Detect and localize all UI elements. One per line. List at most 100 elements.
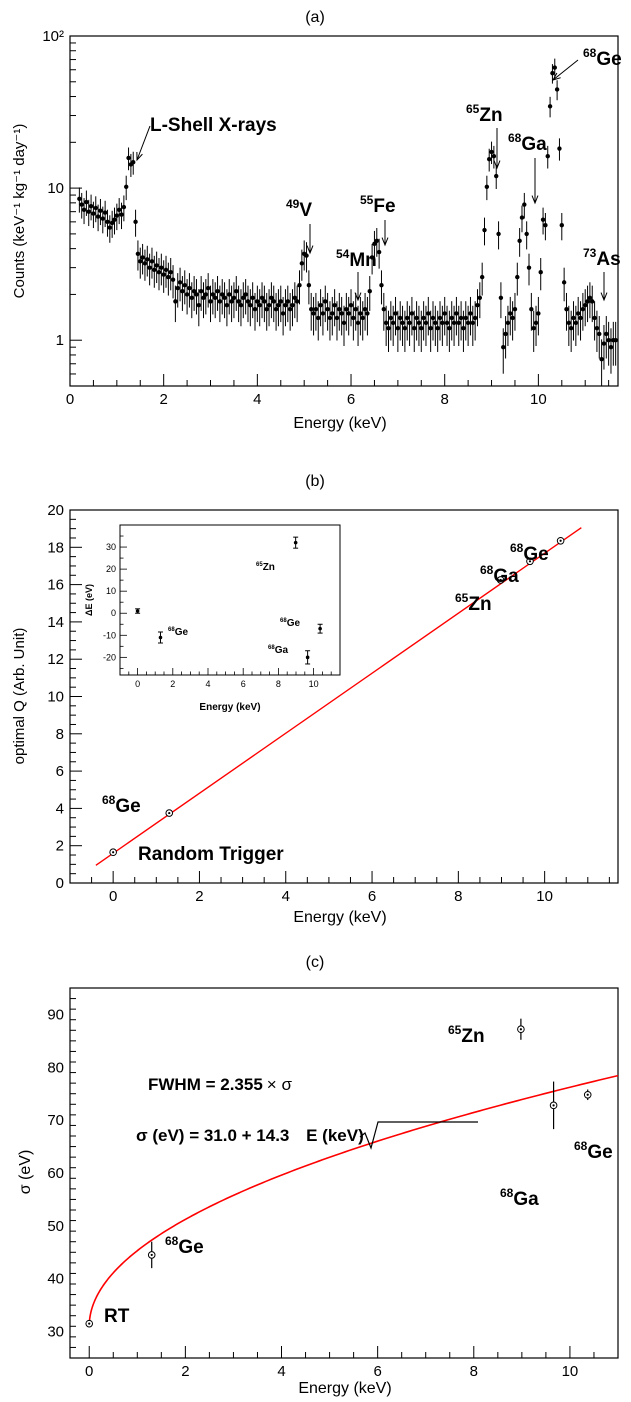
data-point <box>119 212 124 217</box>
inset-frame <box>119 524 341 676</box>
data-point <box>536 311 541 316</box>
inset-data-point <box>305 655 310 660</box>
data-point <box>355 320 361 326</box>
data-point <box>229 299 234 304</box>
inset-marks <box>135 536 323 665</box>
data-point <box>182 282 187 288</box>
data-point <box>465 320 471 326</box>
data-point <box>414 315 419 321</box>
data-point <box>550 70 555 76</box>
data-point <box>592 315 597 321</box>
data-point <box>557 146 562 151</box>
data-point <box>479 274 485 280</box>
data-point <box>91 211 96 216</box>
data-point-center <box>519 1028 522 1031</box>
data-point <box>217 299 223 304</box>
point-label: 65Zn <box>455 591 492 615</box>
data-point <box>564 306 569 312</box>
data-point <box>381 306 387 312</box>
data-point <box>358 311 363 316</box>
peak-label: 73As <box>583 246 621 270</box>
data-point <box>112 217 117 222</box>
data-point <box>201 295 206 301</box>
peak-label-isotope-number: 49 <box>286 197 300 211</box>
data-point <box>351 315 356 321</box>
peak-label-isotope-number: 73 <box>583 246 597 260</box>
data-point <box>398 315 403 321</box>
data-point <box>458 315 464 321</box>
data-point <box>484 184 490 189</box>
inset-x-tick-label: 0 <box>135 679 140 689</box>
data-point <box>124 184 129 189</box>
data-point <box>215 289 220 294</box>
panel-c-ylabel: σ (eV) <box>17 1150 34 1195</box>
peak-label: 68Ge <box>583 46 622 70</box>
data-point <box>98 208 103 213</box>
y-tick-label: 30 <box>47 1324 64 1341</box>
data-point <box>435 325 440 331</box>
panel-a-ylabel: Counts (keV⁻¹ kg⁻¹ day⁻¹) <box>11 124 28 299</box>
data-point <box>475 302 480 308</box>
inset-y-tick-label: 10 <box>106 586 116 596</box>
data-point <box>538 269 543 275</box>
data-point <box>325 306 330 312</box>
data-point <box>332 302 337 308</box>
data-point <box>524 231 529 237</box>
x-tick-label: 6 <box>368 888 376 905</box>
formula-sigma: σ (eV) = 31.0 + 14.3 E (keV) <box>136 1126 364 1145</box>
data-point <box>554 87 560 92</box>
inset-x-tick-label: 10 <box>309 679 319 689</box>
data-point <box>203 292 209 297</box>
x-tick-label: 4 <box>253 391 261 408</box>
data-point <box>248 302 253 308</box>
data-point <box>540 217 546 222</box>
data-point <box>102 210 108 215</box>
data-point <box>376 249 382 255</box>
data-point <box>220 292 225 297</box>
panel-b-xlabel: Energy (keV) <box>293 909 386 926</box>
data-point <box>337 306 342 312</box>
data-point <box>559 223 564 228</box>
x-tick-label: 2 <box>181 1363 189 1380</box>
data-point <box>463 315 468 321</box>
point-label: 68Ga <box>500 1186 539 1210</box>
formula-fwhm-text: FWHM = 2.355 <box>148 1075 263 1094</box>
data-point <box>297 282 302 288</box>
data-point <box>131 160 136 165</box>
data-point <box>568 325 574 331</box>
x-tick-label: 2 <box>160 391 168 408</box>
inset-data-point <box>158 635 163 640</box>
data-point <box>198 289 204 294</box>
inset-xlabel: Energy (keV) <box>199 702 260 713</box>
fit-curve <box>88 1074 619 1327</box>
data-point-center <box>552 1104 555 1107</box>
x-tick-label: 10 <box>530 391 547 408</box>
data-point <box>430 315 436 321</box>
peak-arrow <box>552 59 579 81</box>
data-point <box>163 267 169 273</box>
inset-x-tick-label: 6 <box>241 679 246 689</box>
data-point <box>419 325 424 331</box>
data-point <box>147 265 152 270</box>
data-point <box>95 214 101 219</box>
peak-arrow-head <box>551 72 561 81</box>
x-tick-label: 10 <box>536 888 553 905</box>
inset-point-label-symbol: Ga <box>275 645 289 656</box>
data-point <box>341 320 347 326</box>
data-point <box>212 295 218 301</box>
point-label-isotope-number: 68 <box>500 1186 514 1200</box>
data-point <box>250 295 255 301</box>
data-point <box>262 299 267 304</box>
peak-label-isotope-number: 54 <box>336 247 350 261</box>
data-point <box>346 311 351 316</box>
data-point <box>309 306 314 312</box>
x-tick-label: 4 <box>277 1363 285 1380</box>
data-point <box>121 204 127 210</box>
data-point <box>571 315 576 321</box>
data-point <box>222 295 227 301</box>
